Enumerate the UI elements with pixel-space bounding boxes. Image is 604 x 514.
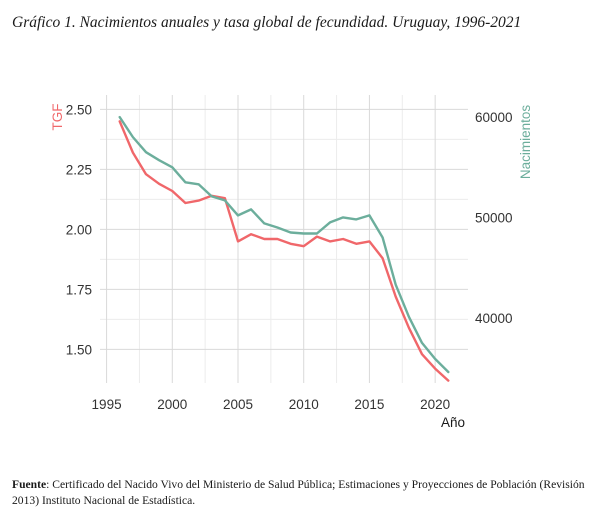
left-tick-label: 2.00	[66, 222, 92, 237]
series-line-tgf	[118, 120, 450, 382]
left-tick-label: 2.50	[66, 102, 92, 117]
figure-caption: Gráfico 1. Nacimientos anuales y tasa gl…	[12, 14, 522, 31]
right-tick-label: 60000	[475, 110, 513, 125]
source-note: Fuente: Certificado del Nacido Vivo del …	[12, 477, 592, 509]
series-line-nacimientos	[118, 115, 450, 374]
x-tick-label: 2000	[157, 397, 187, 412]
chart-ticks: 1995 2000 2005 2010 2015 2020 1.50 1.75 2.00 2.25…	[66, 102, 513, 412]
left-tick-label: 1.75	[66, 282, 92, 297]
left-tick-label: 2.25	[66, 162, 92, 177]
left-axis-label: TGF	[50, 104, 65, 131]
x-tick-label: 2015	[354, 397, 384, 412]
right-tick-label: 50000	[475, 210, 513, 225]
right-axis-label: Nacimientos	[518, 105, 533, 180]
right-tick-label: 40000	[475, 311, 513, 326]
x-tick-label: 2005	[223, 397, 253, 412]
chart-grid	[100, 95, 468, 383]
x-axis-label: Año	[441, 415, 465, 430]
left-tick-label: 1.50	[66, 342, 92, 357]
source-text: : Certificado del Nacido Vivo del Minist…	[12, 478, 585, 507]
x-tick-label: 2010	[289, 397, 319, 412]
chart-lines	[118, 115, 450, 382]
x-tick-label: 2020	[420, 397, 450, 412]
chart: 1995 2000 2005 2010 2015 2020 1.50 1.75 2.00 2.25…	[50, 95, 533, 430]
x-tick-label: 1995	[92, 397, 122, 412]
source-label: Fuente	[12, 478, 47, 491]
